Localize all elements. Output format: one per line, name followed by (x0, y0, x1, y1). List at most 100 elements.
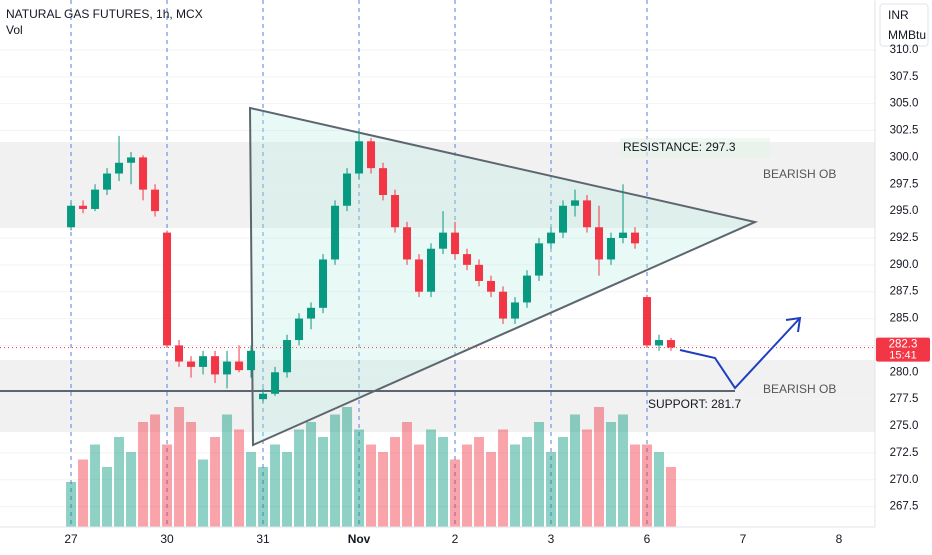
label-bg (620, 138, 770, 158)
candle-body (283, 340, 292, 373)
volume-bar (558, 437, 569, 527)
volume-bar (642, 444, 653, 527)
candle-body (247, 350, 256, 371)
volume-bar (66, 482, 77, 527)
candle-body (439, 232, 448, 249)
last-price-tag (876, 337, 930, 362)
unit: MMBtu (888, 28, 926, 42)
candle-body (631, 232, 640, 244)
candle-body (295, 318, 304, 341)
volume-bar (582, 429, 593, 527)
candle-body (523, 275, 532, 303)
volume-bar (378, 452, 389, 527)
volume-bar (606, 422, 617, 527)
resistance-label: RESISTANCE: 297.3 (623, 140, 736, 154)
candle-body (583, 200, 592, 228)
candle-body (595, 227, 604, 260)
volume-bar (570, 414, 581, 527)
volume-bar (198, 459, 209, 527)
volume-bar (162, 444, 173, 527)
y-tick-label: 297.5 (890, 178, 919, 190)
candle-body (211, 356, 220, 375)
y-tick-label: 287.5 (890, 286, 919, 298)
y-tick-label: 272.5 (890, 447, 919, 459)
x-tick-label: 6 (644, 532, 651, 546)
candle-body (403, 227, 412, 260)
candle-body (259, 393, 268, 400)
volume-bar (630, 444, 641, 527)
x-tick-label: 2 (452, 532, 459, 546)
candle-body (463, 254, 472, 265)
volume-bar (666, 467, 677, 527)
y-tick-label: 267.5 (890, 501, 919, 513)
volume-bar (390, 437, 401, 527)
x-tick-label: 31 (256, 532, 270, 546)
candle-body (319, 259, 328, 308)
chart-title: NATURAL GAS FUTURES, 1h, MCX (6, 7, 203, 21)
candle-body (343, 173, 352, 206)
volume-bar (138, 422, 149, 527)
volume-bar (174, 407, 185, 527)
candle-body (151, 189, 160, 212)
last-price-label: 282.3 (889, 339, 918, 351)
candle-body (115, 162, 124, 174)
candle-body (187, 361, 196, 367)
volume-bar (594, 407, 605, 527)
candle-body (79, 205, 88, 209)
price-axis (875, 0, 932, 550)
volume-bar (414, 444, 425, 527)
candle-body (331, 205, 340, 260)
y-tick-label: 310.0 (890, 44, 919, 56)
candle-body (139, 157, 148, 190)
y-tick-label: 295.0 (890, 205, 919, 217)
volume-bar (522, 437, 533, 527)
volume-bar (450, 459, 461, 527)
x-tick-label: Nov (348, 532, 371, 546)
volume-bar (318, 437, 329, 527)
candle-body (103, 173, 112, 190)
y-tick-label: 277.5 (890, 393, 919, 405)
volume-bar (462, 444, 473, 527)
volume-bar (534, 422, 545, 527)
countdown: 15:41 (889, 349, 917, 361)
candle-body (235, 361, 244, 371)
candle-body (163, 232, 172, 346)
x-tick-label: 27 (64, 532, 78, 546)
unit-box[interactable] (879, 3, 929, 47)
volume-bar (354, 429, 365, 527)
volume-bar (474, 437, 485, 527)
candle-body (127, 157, 136, 163)
volume-bar (654, 452, 665, 527)
volume-bar (150, 414, 161, 527)
volume-bar (438, 437, 449, 527)
volume-bar (114, 437, 125, 527)
volume-bar (510, 444, 521, 527)
volume-bar (546, 452, 557, 527)
volume-bar (486, 452, 497, 527)
x-tick-label: 7 (740, 532, 747, 546)
candle-body (499, 291, 508, 319)
y-tick-label: 300.0 (890, 151, 919, 163)
triangle-pattern (248, 106, 759, 447)
zone-label: BEARISH OB (763, 382, 836, 396)
volume-bar (234, 429, 245, 527)
candle-body (571, 200, 580, 206)
zone-label: BEARISH OB (763, 167, 836, 181)
bearish-ob-zone (0, 360, 875, 432)
candle-body (535, 243, 544, 276)
candle-body (643, 297, 652, 346)
y-tick-label: 307.5 (890, 71, 919, 83)
candle-body (355, 141, 364, 174)
volume-bar (294, 429, 305, 527)
candle-body (271, 372, 280, 394)
volume-bar (330, 414, 341, 527)
candle-body (619, 232, 628, 238)
candle-body (379, 168, 388, 196)
candle-body (667, 340, 676, 348)
x-tick-label: 8 (836, 532, 843, 546)
volume-bar (426, 429, 437, 527)
y-tick-label: 292.5 (890, 232, 919, 244)
volume-bar (222, 414, 233, 527)
y-tick-label: 302.5 (890, 125, 919, 137)
